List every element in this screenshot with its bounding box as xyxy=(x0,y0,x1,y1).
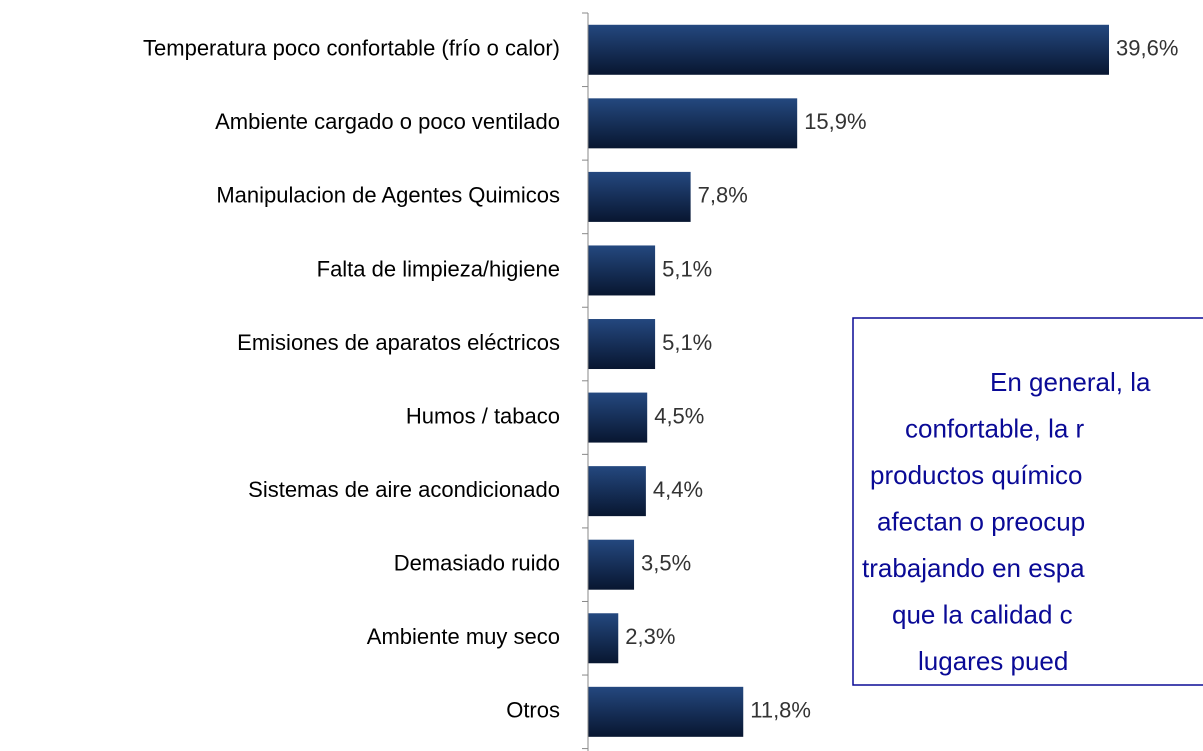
bar xyxy=(588,613,619,664)
value-label: 39,6% xyxy=(1116,36,1178,61)
annotation-box xyxy=(852,317,1203,686)
annotation-line: lugares pued xyxy=(918,646,1068,676)
value-label: 7,8% xyxy=(698,183,748,208)
value-label: 11,8% xyxy=(750,698,811,723)
annotation-line: que la calidad c xyxy=(892,599,1073,629)
bar xyxy=(588,539,635,590)
value-label: 2,3% xyxy=(625,624,675,649)
category-label: Demasiado ruido xyxy=(394,551,560,576)
bar xyxy=(588,392,648,443)
value-label: 4,5% xyxy=(654,403,704,428)
annotation-line: confortable, la r xyxy=(905,413,1085,443)
bar xyxy=(588,98,798,149)
annotation-line: trabajando en espa xyxy=(862,553,1085,583)
category-label: Falta de limpieza/higiene xyxy=(317,256,560,281)
annotation-line: productos químico xyxy=(870,460,1082,490)
category-label: Emisiones de aparatos eléctricos xyxy=(237,330,560,355)
category-label: Manipulacion de Agentes Quimicos xyxy=(216,183,560,208)
value-label: 15,9% xyxy=(804,109,866,134)
value-label: 5,1% xyxy=(662,256,712,281)
value-label: 3,5% xyxy=(641,551,691,576)
annotation-line: En general, la xyxy=(990,367,1151,397)
bar xyxy=(588,171,691,222)
category-label: Otros xyxy=(506,698,560,723)
value-label: 4,4% xyxy=(653,477,703,502)
category-label: Humos / tabaco xyxy=(406,403,560,428)
bar xyxy=(588,466,646,517)
annotation-line: afectan o preocup xyxy=(877,506,1085,536)
category-label: Ambiente muy seco xyxy=(367,624,560,649)
bar xyxy=(588,245,656,296)
value-label: 5,1% xyxy=(662,330,712,355)
bar xyxy=(588,319,656,370)
bar xyxy=(588,24,1109,75)
bar xyxy=(588,686,744,737)
category-label: Temperatura poco confortable (frío o cal… xyxy=(143,36,560,61)
category-label: Sistemas de aire acondicionado xyxy=(248,477,560,502)
category-label: Ambiente cargado o poco ventilado xyxy=(215,109,560,134)
